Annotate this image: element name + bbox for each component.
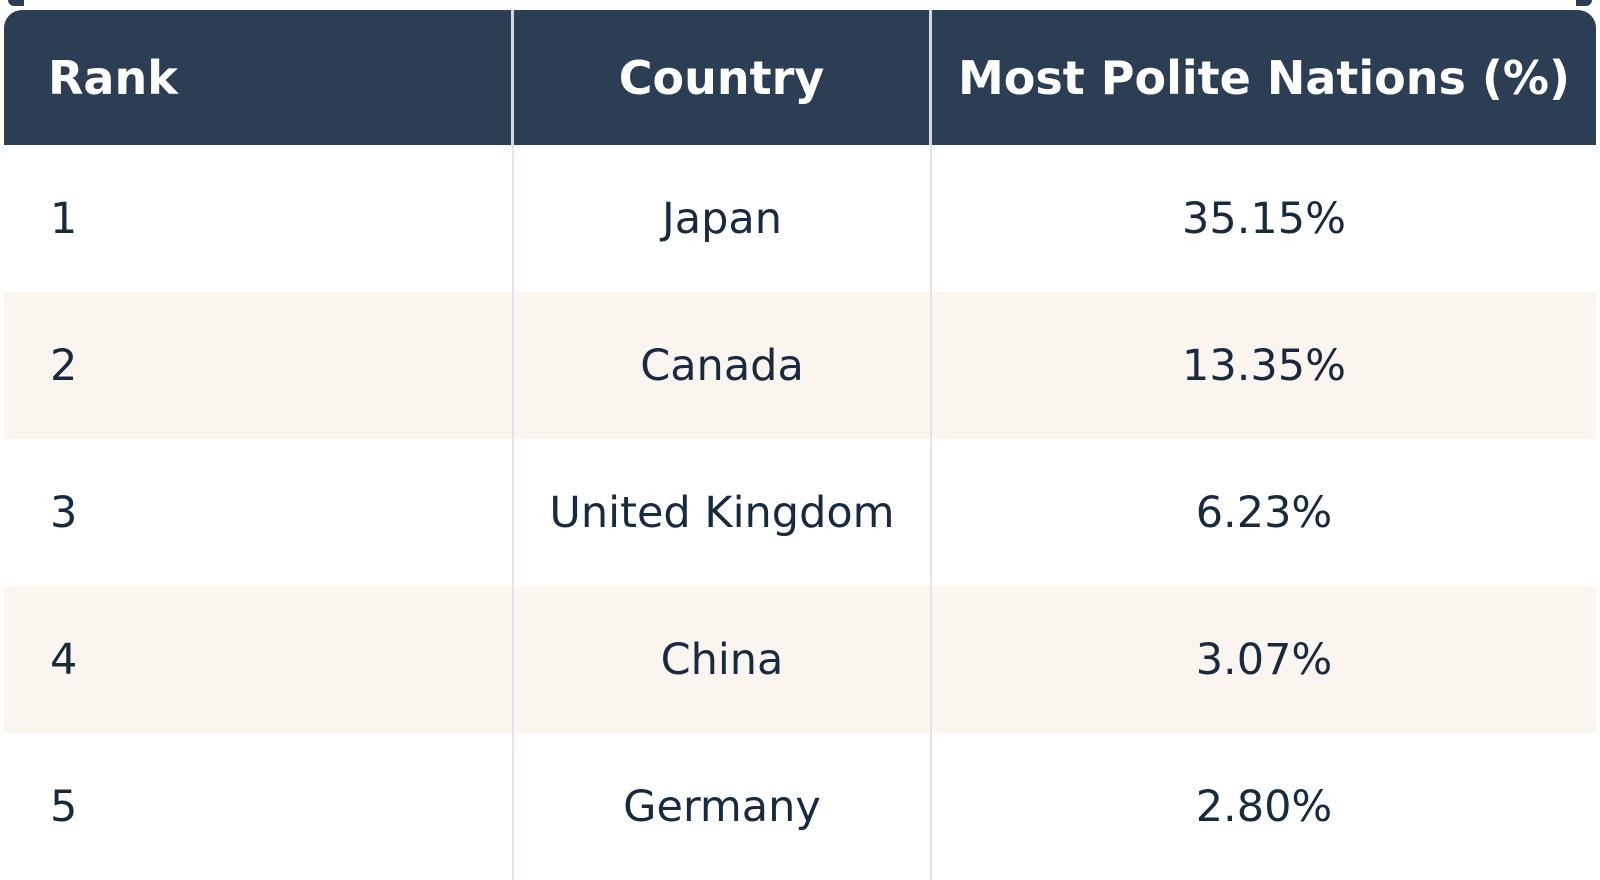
rank-cell: 1 — [4, 145, 514, 292]
percent-cell: 35.15% — [1182, 193, 1346, 244]
rank-cell: 2 — [4, 292, 514, 439]
country-cell: United Kingdom — [514, 439, 932, 586]
column-header-rank: Rank — [4, 10, 514, 145]
table-row: 2 Canada 13.35% — [4, 292, 1596, 439]
cropped-card-corner-left — [8, 0, 24, 6]
table-row: 1 Japan 35.15% — [4, 145, 1596, 292]
percent-cell: 2.80% — [1195, 781, 1333, 832]
rank-cell: 5 — [4, 733, 514, 880]
percent-cell: 13.35% — [1182, 340, 1346, 391]
country-cell: Japan — [514, 145, 932, 292]
rank-cell: 4 — [4, 586, 514, 733]
column-header-percent: Most Polite Nations (%) — [958, 50, 1570, 105]
column-header-country: Country — [514, 10, 932, 145]
rank-cell: 3 — [4, 439, 514, 586]
table-body: 1 Japan 35.15% 2 Canada 13.35% 3 United … — [4, 145, 1596, 880]
table-header-row: Rank Country Most Polite Nations (%) — [4, 10, 1596, 145]
country-cell: China — [514, 586, 932, 733]
country-cell: Canada — [514, 292, 932, 439]
table-row: 5 Germany 2.80% — [4, 733, 1596, 880]
polite-nations-table: Rank Country Most Polite Nations (%) 1 J… — [4, 10, 1596, 880]
country-cell: Germany — [514, 733, 932, 880]
table-row: 3 United Kingdom 6.23% — [4, 439, 1596, 586]
percent-cell: 6.23% — [1195, 487, 1333, 538]
table-row: 4 China 3.07% — [4, 586, 1596, 733]
percent-cell: 3.07% — [1195, 634, 1333, 685]
cropped-card-corner-right — [1576, 0, 1592, 6]
